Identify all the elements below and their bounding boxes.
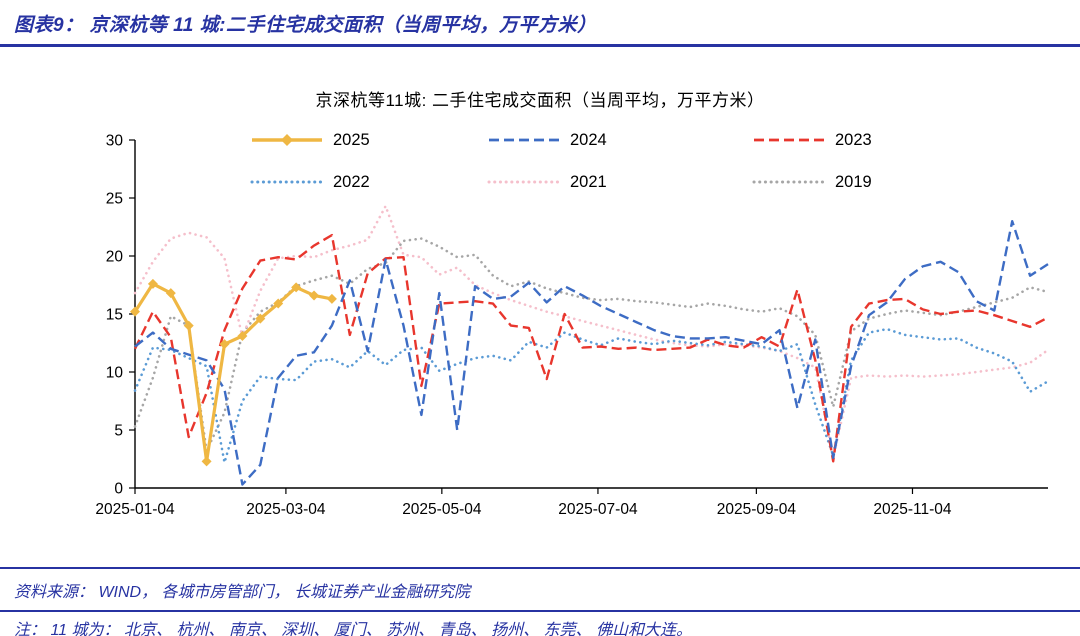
series-2025	[130, 278, 337, 467]
series-line-2023	[133, 233, 1049, 463]
marker-diamond	[201, 456, 212, 467]
x-axis-label: 2025-09-04	[717, 501, 797, 518]
series-line-2021	[133, 204, 1050, 460]
data-source-note: 资料来源： WIND， 各城市房管部门， 长城证券产业金融研究院	[14, 584, 470, 601]
x-axis-label: 2025-03-04	[246, 501, 326, 518]
axes: 0 5 10 15 20 25 30 2025-01-04 2025-03-04 2025-05-…	[95, 133, 1048, 518]
y-axis-label: 30	[106, 133, 124, 150]
y-axis-label: 0	[114, 481, 123, 498]
series-2021	[133, 204, 1050, 460]
marker-diamond	[273, 298, 284, 309]
marker-diamond	[255, 313, 266, 324]
marker-diamond	[326, 293, 337, 304]
series-line-2024	[134, 220, 1049, 486]
series-2022	[133, 327, 1050, 464]
chart-title: 京深杭等11城: 二手住宅成交面积（当周平均，万平方米）	[315, 91, 765, 110]
marker-diamond	[219, 339, 230, 350]
marker-diamond	[165, 288, 176, 299]
line-chart: 0 5 10 15 20 25 30 2025-01-04 2025-03-04 2025-05-…	[95, 133, 1050, 518]
x-axis-label: 2025-07-04	[558, 501, 638, 518]
y-axis-label: 10	[106, 365, 124, 382]
figure-caption: 图表9： 京深杭等 11 城:二手住宅成交面积（当周平均，万平方米）	[14, 15, 597, 36]
series-line-2022	[133, 327, 1050, 464]
x-axis-label: 2025-01-04	[95, 501, 175, 518]
series-line-2019	[133, 237, 1050, 453]
x-axis-label: 2025-11-04	[873, 501, 952, 518]
y-axis-label: 5	[114, 423, 123, 440]
marker-diamond	[309, 290, 320, 301]
y-axis-label: 20	[106, 249, 124, 266]
source-divider-bottom	[0, 610, 1080, 612]
marker-diamond	[130, 306, 140, 317]
y-axis-label: 15	[106, 307, 123, 324]
series-2019	[133, 237, 1050, 453]
cities-footnote: 注： 11 城为： 北京、 杭州、 南京、 深圳、 厦门、 苏州、 青岛、 扬州…	[14, 622, 692, 636]
marker-diamond	[147, 278, 158, 289]
marker-diamond	[291, 282, 302, 293]
source-divider-top	[0, 567, 1080, 569]
y-axis-label: 25	[106, 191, 123, 208]
marker-diamond	[183, 320, 194, 331]
series-2024	[134, 220, 1049, 486]
header-divider	[0, 44, 1080, 47]
series-2023	[133, 233, 1049, 463]
marker-diamond	[237, 331, 248, 342]
x-axis-label: 2025-05-04	[402, 501, 482, 518]
